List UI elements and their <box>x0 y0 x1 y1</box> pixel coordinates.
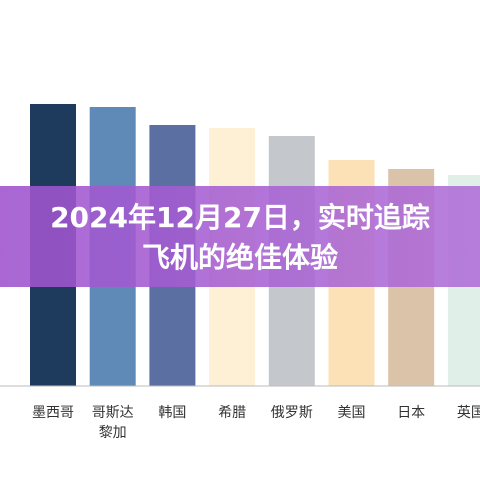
chart-title: 2024年12月27日，实时追踪飞机的绝佳体验 <box>50 201 430 274</box>
x-tick-label: 俄罗斯 <box>270 405 313 421</box>
x-tick-label: 英国 <box>456 405 480 421</box>
x-tick-label: 日本 <box>397 405 426 421</box>
x-tick-label: 哥斯达黎加 <box>91 405 134 441</box>
x-tick-label: 希腊 <box>218 405 247 421</box>
x-tick-label: 韩国 <box>158 405 187 421</box>
x-tick-label: 墨西哥 <box>32 405 74 421</box>
title-banner <box>0 186 480 287</box>
x-tick-label: 美国 <box>337 405 366 421</box>
